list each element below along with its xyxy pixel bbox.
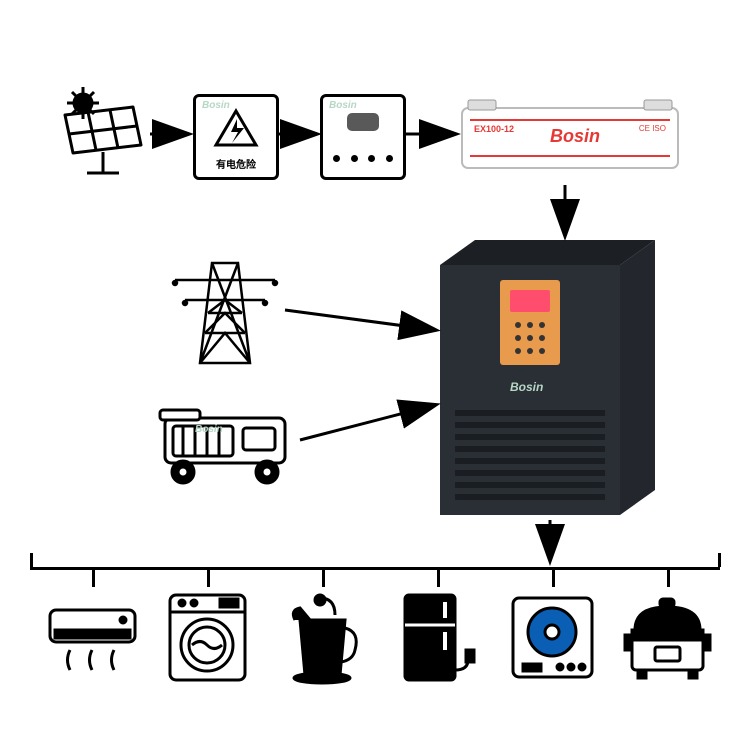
rice-cooker-icon <box>620 595 715 685</box>
bus-tick <box>30 553 33 567</box>
bus-tick <box>718 553 721 567</box>
solar-panel-icon <box>55 85 147 177</box>
brand-label: Bosin <box>329 100 357 111</box>
controller-dot-icon <box>351 155 358 162</box>
disc-player-icon <box>505 590 600 685</box>
bus-tick <box>667 567 670 587</box>
brand-label: Bosin <box>195 424 223 435</box>
bus-tick <box>207 567 210 587</box>
battery-icon: EX100-12 Bosin CE ISO <box>460 98 680 176</box>
battery-ce: CE ISO <box>639 124 666 133</box>
controller-dot-icon <box>333 155 340 162</box>
battery-brand: Bosin <box>550 126 600 147</box>
controller-box: Bosin <box>320 94 406 180</box>
kettle-icon <box>275 590 370 685</box>
bus-tick <box>92 567 95 587</box>
battery-model: EX100-12 <box>474 124 514 134</box>
controller-display-icon <box>347 113 379 131</box>
bus-tick <box>552 567 555 587</box>
bus-line <box>30 567 720 570</box>
washer-icon <box>160 590 255 685</box>
diagram-canvas: Bosin 有电危险 Bosin EX100-12 Bosin CE ISO <box>0 0 750 750</box>
bus-tick <box>437 567 440 587</box>
danger-box: Bosin 有电危险 <box>193 94 279 180</box>
generator-icon: Bosin <box>155 400 295 485</box>
tower-icon <box>170 258 280 368</box>
bus-tick <box>322 567 325 587</box>
controller-dot-icon <box>368 155 375 162</box>
fridge-icon <box>390 590 485 685</box>
controller-dot-icon <box>386 155 393 162</box>
inverter-icon: Bosin <box>440 240 660 515</box>
ac-icon <box>45 600 140 680</box>
brand-label: Bosin <box>510 380 543 394</box>
danger-label: 有电危险 <box>196 156 276 171</box>
